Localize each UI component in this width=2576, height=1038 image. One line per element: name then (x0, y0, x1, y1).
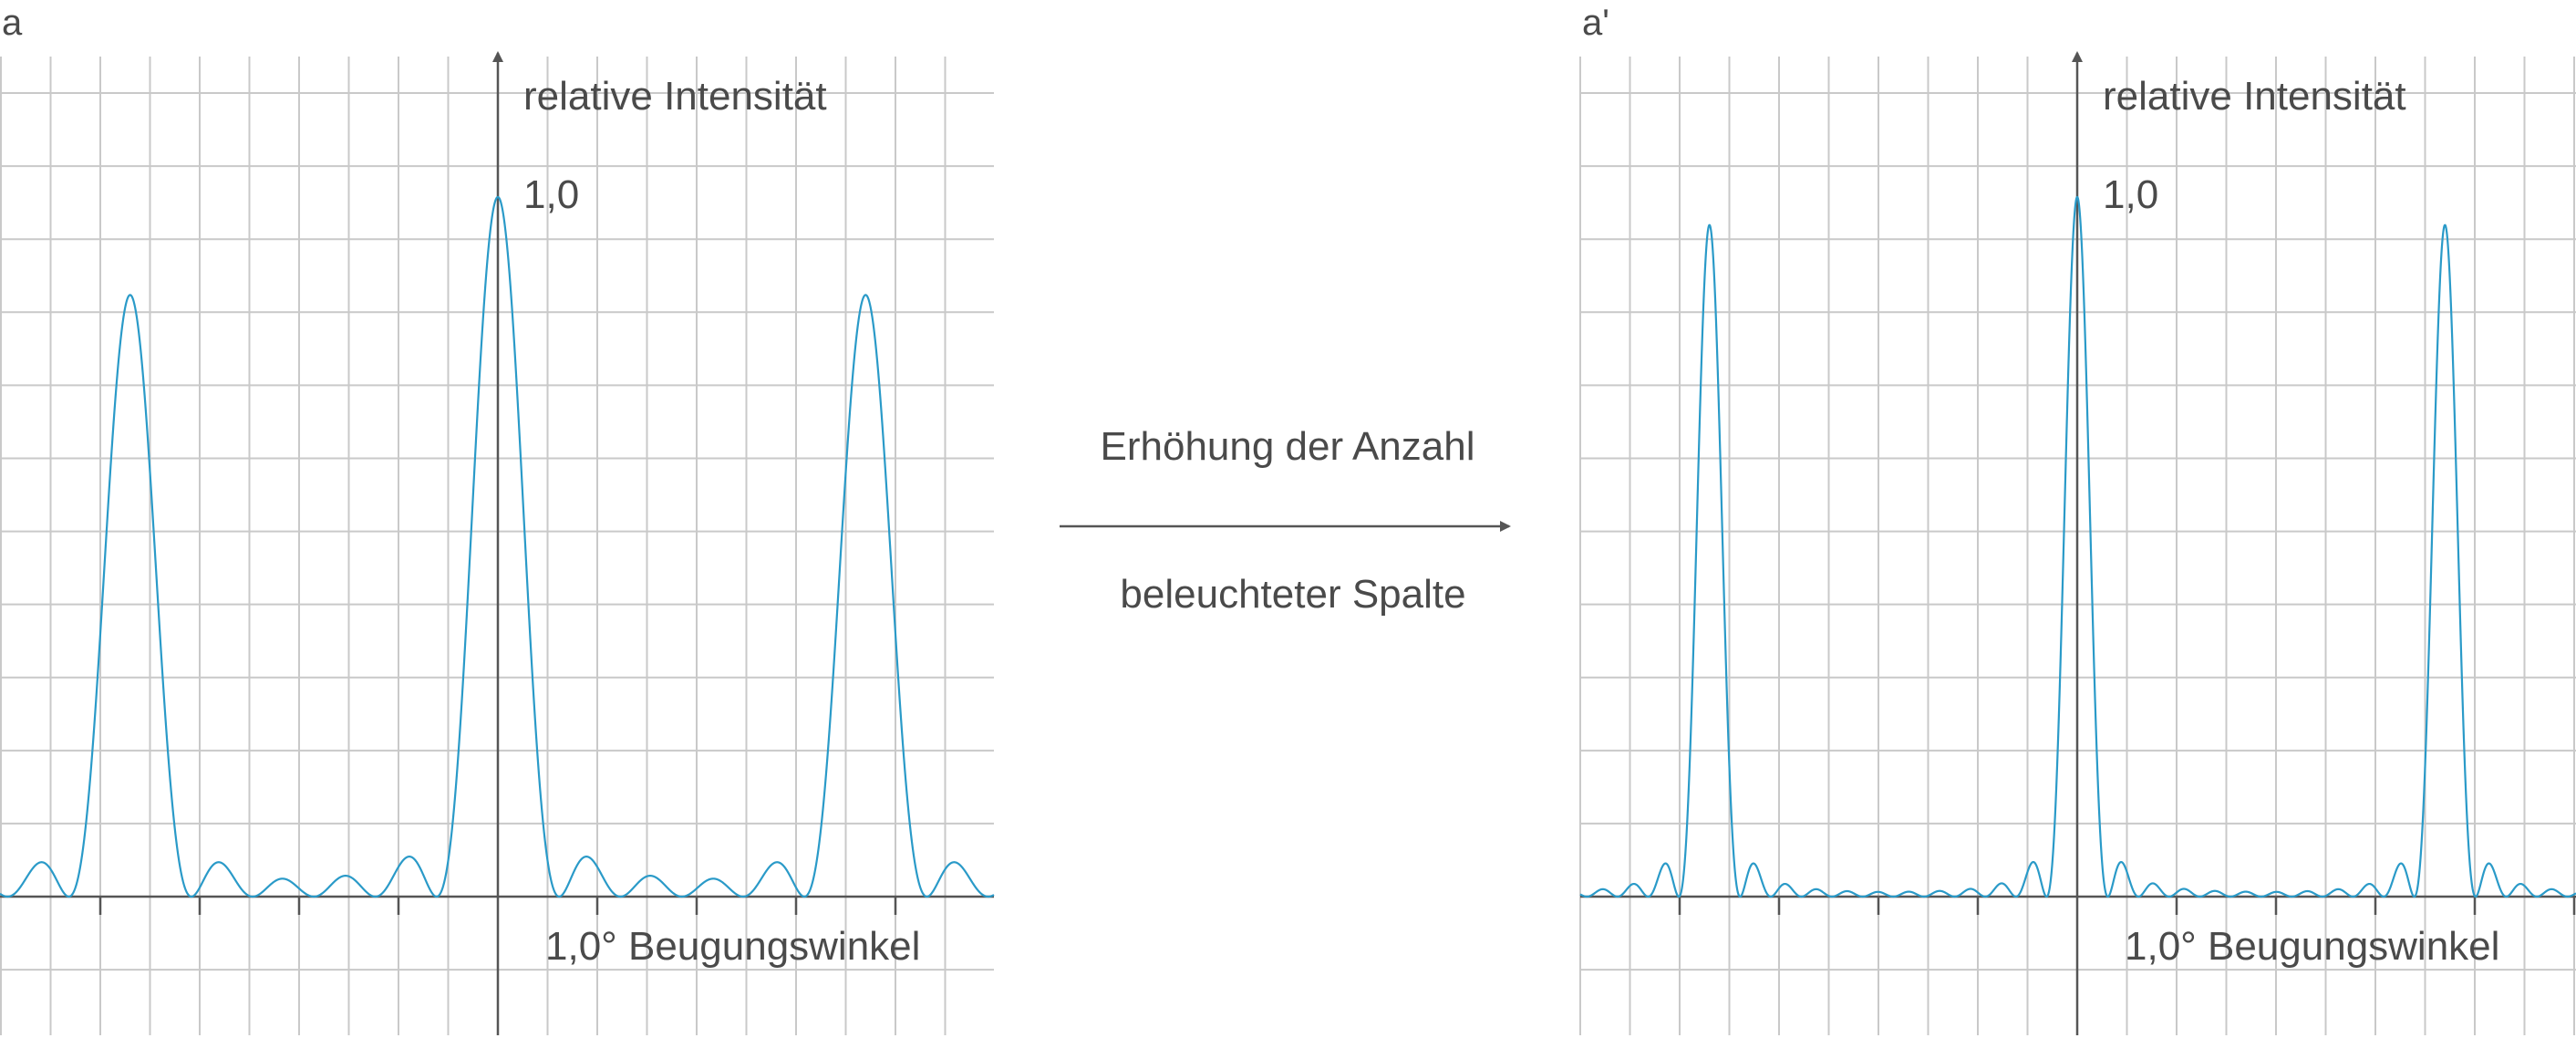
panel-a-prime: a' relative Intensität 1,0 1,0° Beugungs… (1579, 3, 2576, 1035)
intensity-curve (1579, 195, 2576, 898)
x-axis-label: 1,0° Beugungswinkel (545, 924, 920, 969)
x-ticks (1678, 897, 2576, 915)
panel-label: a (2, 3, 23, 43)
intensity-curve (0, 195, 995, 898)
panel-a: a relative Intensität 1,0 1,0° Beugungsw… (0, 3, 995, 1035)
y-tick-label: 1,0 (2103, 172, 2158, 217)
transition-text-line1: Erhöhung der Anzahl (1101, 424, 1475, 469)
x-ticks (98, 897, 897, 915)
y-axis-label: relative Intensität (523, 74, 827, 119)
y-axis-label: relative Intensität (2103, 74, 2406, 119)
x-axis-label: 1,0° Beugungswinkel (2125, 924, 2499, 969)
panel-label: a' (1582, 3, 1609, 43)
transition-annotation: Erhöhung der Anzahl beleuchteter Spalte (1060, 424, 1511, 617)
transition-text-line2: beleuchteter Spalte (1120, 572, 1465, 617)
y-tick-label: 1,0 (523, 172, 579, 217)
